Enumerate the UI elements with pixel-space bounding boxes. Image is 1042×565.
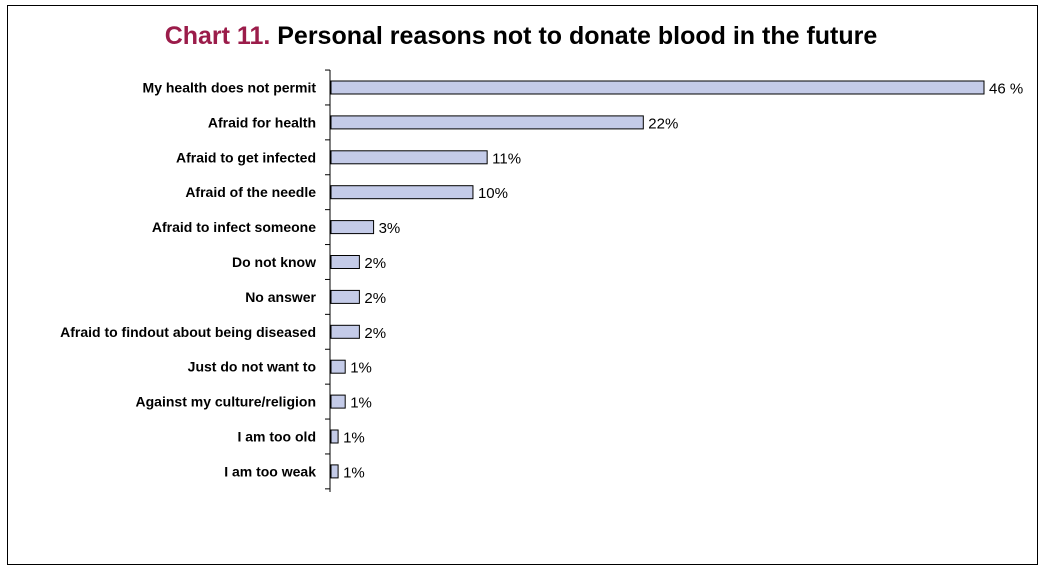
value-label: 46 % <box>989 81 1023 98</box>
bar <box>330 464 339 479</box>
category-label: No answer <box>245 289 316 305</box>
value-label: 10% <box>478 185 508 202</box>
chart-frame <box>7 5 1038 565</box>
bar <box>330 80 985 95</box>
category-label: Afraid of the needle <box>185 184 316 200</box>
axis-layer <box>325 69 331 492</box>
value-label: 1% <box>350 395 372 412</box>
value-label: 22% <box>648 115 678 132</box>
bar-chart: My health does not permit 46 % Afraid for … <box>60 69 1023 492</box>
labels-layer: My health does not permit 46 % Afraid for … <box>60 80 1023 482</box>
category-label: I am too weak <box>224 463 316 479</box>
category-label: Afraid to get infected <box>176 149 316 165</box>
bar <box>330 289 360 304</box>
bar <box>330 255 360 269</box>
category-label: I am too old <box>237 429 316 445</box>
value-label: 11% <box>492 150 521 167</box>
bar <box>330 394 346 409</box>
value-label: 1% <box>343 430 365 447</box>
value-label: 2% <box>364 325 386 342</box>
category-label: Afraid to findout about being diseased <box>60 324 316 340</box>
value-label: 2% <box>364 255 386 272</box>
bar <box>330 115 644 130</box>
bar <box>330 324 360 339</box>
value-label: 1% <box>343 464 365 481</box>
bar <box>330 220 375 235</box>
chart-title: Chart 11. Personal reasons not to donate… <box>0 22 1042 51</box>
chart-title-prefix: Chart 11. <box>164 22 271 50</box>
bar <box>330 359 346 374</box>
value-label: 1% <box>350 360 372 377</box>
chart-title-text: Personal reasons not to donate blood in … <box>277 22 878 50</box>
bar <box>330 185 474 200</box>
bar <box>330 429 339 444</box>
category-label: Afraid for health <box>208 114 316 130</box>
value-label: 3% <box>379 220 401 237</box>
category-label: Just do not want to <box>188 359 316 375</box>
category-label: My health does not permit <box>143 80 317 96</box>
bar <box>330 150 488 165</box>
value-label: 2% <box>364 290 386 307</box>
category-label: Do not know <box>232 254 316 270</box>
category-label: Afraid to infect someone <box>152 219 316 235</box>
category-label: Against my culture/religion <box>136 394 316 410</box>
bars-layer <box>330 80 985 479</box>
